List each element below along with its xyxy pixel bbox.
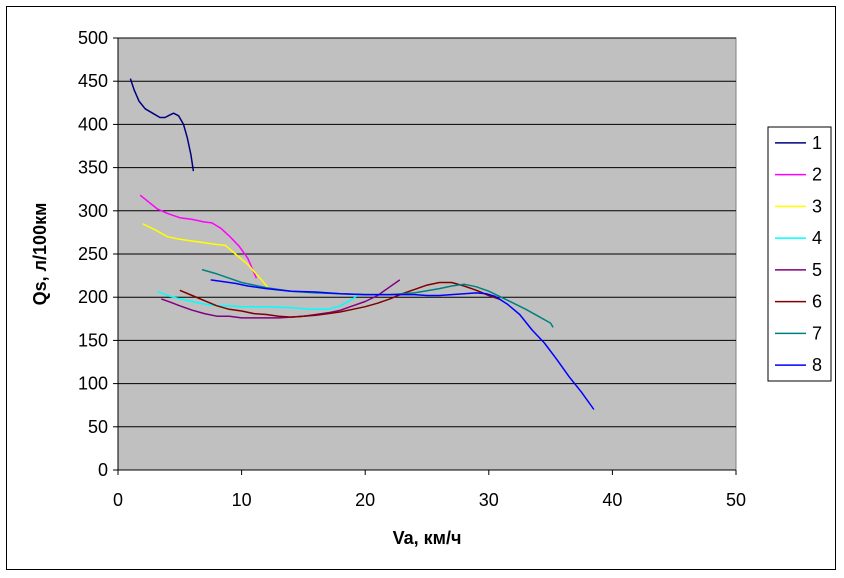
x-axis-label: Va, км/ч (393, 528, 462, 548)
series-line-7 (201, 268, 554, 328)
series-line-6 (179, 281, 502, 318)
series-line-1 (129, 78, 195, 172)
legend-label-6: 6 (812, 292, 822, 312)
x-tick-label-30: 30 (479, 490, 499, 510)
y-tick-label-0: 0 (98, 460, 108, 480)
legend-label-5: 5 (812, 260, 822, 280)
y-tick-label-100: 100 (78, 374, 108, 394)
x-tick-label-40: 40 (602, 490, 622, 510)
y-tick-label-450: 450 (78, 71, 108, 91)
x-tick-label-10: 10 (232, 490, 252, 510)
y-tick-label-200: 200 (78, 287, 108, 307)
legend-label-4: 4 (812, 228, 822, 248)
legend-label-7: 7 (812, 323, 822, 343)
y-tick-label-150: 150 (78, 330, 108, 350)
series-line-2 (139, 194, 258, 279)
series-line-8 (210, 279, 595, 410)
series-lines (129, 78, 595, 410)
series-line-5 (161, 279, 401, 319)
gridlines (118, 37, 736, 428)
legend-label-8: 8 (812, 355, 822, 375)
y-tick-label-350: 350 (78, 158, 108, 178)
legend-label-2: 2 (812, 165, 822, 185)
legend: 1 2 3 4 5 6 7 8 (767, 126, 832, 382)
series-line-4 (157, 290, 360, 311)
y-tick-label-500: 500 (78, 28, 108, 48)
y-axis-label: Qs, л/100км (30, 203, 50, 306)
y-tick-label-300: 300 (78, 201, 108, 221)
axes: 0 50 100 150 200 250 300 350 400 450 500 0 10 20 30 40 5… (78, 28, 746, 510)
y-tick-label-50: 50 (88, 417, 108, 437)
legend-label-1: 1 (812, 133, 822, 153)
y-tick-label-250: 250 (78, 244, 108, 264)
legend-box (767, 126, 832, 382)
x-tick-label-20: 20 (355, 490, 375, 510)
x-tick-label-0: 0 (113, 490, 123, 510)
legend-label-3: 3 (812, 196, 822, 216)
x-tick-label-50: 50 (726, 490, 746, 510)
series-line-3 (142, 223, 270, 290)
y-tick-label-400: 400 (78, 114, 108, 134)
